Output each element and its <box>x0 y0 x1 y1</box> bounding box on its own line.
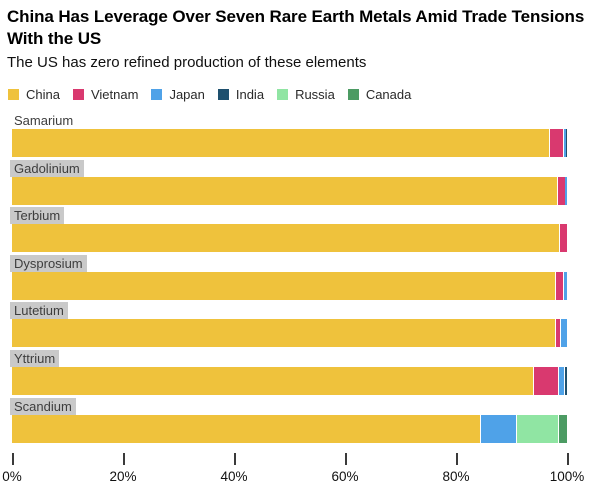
bar-segment-vietnam <box>554 271 563 300</box>
bar-segment-india <box>565 129 567 157</box>
bar-segment-china <box>12 319 555 348</box>
axis-tick <box>123 453 125 465</box>
bar-segment-china <box>12 176 557 205</box>
legend-item-japan: Japan <box>151 87 205 102</box>
bar-segment-china <box>12 129 550 157</box>
bar-segment-india <box>563 367 567 395</box>
bar-segment-japan <box>563 129 566 157</box>
axis-tick-label: 40% <box>220 469 248 484</box>
bar-row: Samarium <box>0 112 600 158</box>
legend-swatch-japan-icon <box>151 89 163 100</box>
stacked-bar <box>12 367 567 395</box>
element-label: Yttrium <box>10 350 60 367</box>
legend-item-china: China <box>8 87 60 102</box>
element-label: Lutetium <box>10 302 68 320</box>
bar-segment-vietnam <box>554 319 561 348</box>
stacked-bar <box>12 224 567 253</box>
legend-swatch-vietnam-icon <box>72 89 84 100</box>
legend-item-canada: Canada <box>347 87 412 102</box>
bar-segment-vietnam <box>549 129 564 157</box>
legend-label: Vietnam <box>90 87 139 102</box>
stacked-bar <box>12 176 567 205</box>
bar-segment-japan <box>565 176 567 205</box>
chart-legend: China Vietnam Japan India Russia Canada <box>8 87 411 102</box>
bar-segment-china <box>12 271 555 300</box>
bar-row: Yttrium <box>0 350 600 396</box>
bar-segment-japan <box>562 271 567 300</box>
stacked-bar <box>12 271 567 300</box>
legend-label: China <box>26 87 60 102</box>
legend-label: Japan <box>169 87 205 102</box>
bar-segment-vietnam <box>533 367 558 395</box>
legend-item-russia: Russia <box>277 87 335 102</box>
legend-swatch-russia-icon <box>277 89 289 100</box>
bar-segment-russia <box>515 414 559 443</box>
element-label: Scandium <box>10 397 76 415</box>
legend-label: Russia <box>295 87 335 102</box>
element-label: Dysprosium <box>10 254 87 272</box>
legend-swatch-india-icon <box>217 89 229 100</box>
axis-tick-label: 60% <box>331 469 359 484</box>
legend-label: India <box>235 87 265 102</box>
stacked-bar <box>12 319 567 348</box>
bar-segment-japan <box>560 319 567 348</box>
bar-segment-china <box>12 367 534 395</box>
x-axis: 0% 20% 40% 60% 80% 100% <box>2 453 584 493</box>
axis-tick <box>345 453 347 465</box>
bar-row: Dysprosium <box>0 254 600 301</box>
axis-tick-label: 0% <box>2 469 22 484</box>
bar-row: Terbium <box>0 207 600 253</box>
bar-row: Scandium <box>0 397 600 444</box>
bar-segment-japan <box>557 367 564 395</box>
axis-tick <box>234 453 236 465</box>
legend-item-vietnam: Vietnam <box>72 87 139 102</box>
chart-title: China Has Leverage Over Seven Rare Earth… <box>7 7 585 48</box>
bar-row: Gadolinium <box>0 159 600 206</box>
bar-row: Lutetium <box>0 302 600 348</box>
axis-tick <box>456 453 458 465</box>
axis-tick <box>567 453 569 465</box>
bar-segment-canada <box>558 414 567 443</box>
element-label: Terbium <box>10 207 65 225</box>
bar-segment-japan <box>479 414 516 443</box>
bar-segment-vietnam <box>557 176 566 205</box>
legend-swatch-china-icon <box>8 89 19 100</box>
chart-subtitle: The US has zero refined production of th… <box>7 54 367 71</box>
axis-tick-label: 80% <box>442 469 470 484</box>
legend-item-india: India <box>217 87 265 102</box>
legend-label: Canada <box>365 87 412 102</box>
bar-segment-china <box>12 414 480 443</box>
element-label: Samarium <box>14 113 74 128</box>
bar-segment-vietnam <box>559 224 567 253</box>
axis-tick-label: 100% <box>549 469 585 484</box>
axis-tick <box>12 453 14 465</box>
stacked-bar <box>12 129 567 157</box>
bar-segment-china <box>12 224 560 253</box>
element-label: Gadolinium <box>10 159 84 177</box>
axis-tick-label: 20% <box>109 469 137 484</box>
legend-swatch-canada-icon <box>347 89 359 100</box>
stacked-bar <box>12 414 567 443</box>
